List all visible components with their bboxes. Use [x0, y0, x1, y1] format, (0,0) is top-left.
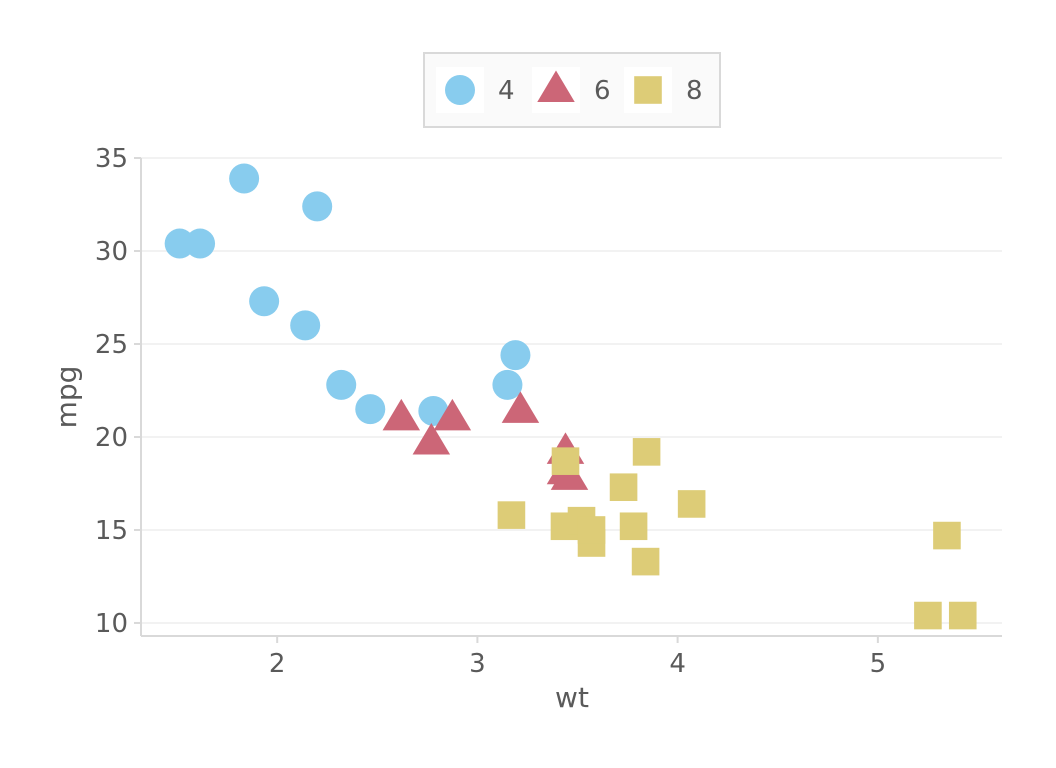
x-axis-title: wt: [555, 681, 589, 714]
point-series-6: [433, 398, 472, 431]
x-tick-label: 2: [269, 649, 286, 679]
point-series-4: [302, 191, 333, 222]
data-points: [164, 163, 977, 630]
point-series-6: [412, 423, 451, 455]
y-tick-label: 30: [95, 237, 128, 267]
legend-label-8: 8: [686, 76, 703, 106]
point-series-8: [933, 521, 961, 550]
legend-label-4: 4: [498, 76, 515, 106]
legend-key-6: [537, 70, 575, 102]
point-series-4: [326, 369, 357, 400]
legend-key-4: [445, 75, 475, 105]
legend-key-8: [634, 76, 662, 104]
point-series-6: [501, 391, 540, 423]
point-series-8: [914, 601, 942, 630]
point-series-8: [632, 438, 661, 466]
x-tick-label: 5: [870, 649, 887, 679]
x-tick-label: 4: [669, 649, 686, 679]
point-series-4: [500, 340, 531, 371]
point-series-4: [229, 163, 260, 194]
point-series-8: [577, 516, 606, 544]
point-series-4: [185, 228, 216, 259]
y-tick-label: 15: [95, 516, 128, 546]
y-tick-label: 20: [95, 423, 128, 453]
point-series-4: [290, 310, 321, 341]
point-series-8: [619, 512, 648, 541]
point-series-8: [497, 501, 526, 529]
point-series-8: [677, 490, 706, 518]
point-series-4: [249, 286, 280, 317]
y-tick-label: 35: [95, 144, 128, 174]
point-series-6: [382, 398, 421, 431]
x-ticks: 2 3 4 5: [269, 636, 886, 679]
legend-label-6: 6: [594, 76, 611, 106]
point-series-8: [948, 601, 977, 630]
y-axis-title: mpg: [50, 366, 83, 429]
y-tick-label: 10: [95, 609, 128, 639]
legend: 4 6 8: [423, 52, 721, 128]
axes: [140, 158, 1002, 637]
grid-lines: [141, 157, 1002, 624]
y-ticks: 10 15 20 25 30 35: [95, 144, 141, 639]
y-tick-label: 25: [95, 330, 128, 360]
point-series-4: [355, 394, 386, 425]
x-tick-label: 3: [469, 649, 486, 679]
point-series-8: [609, 473, 638, 502]
point-series-8: [551, 447, 580, 475]
point-series-4: [492, 369, 523, 400]
point-series-8: [631, 547, 660, 576]
